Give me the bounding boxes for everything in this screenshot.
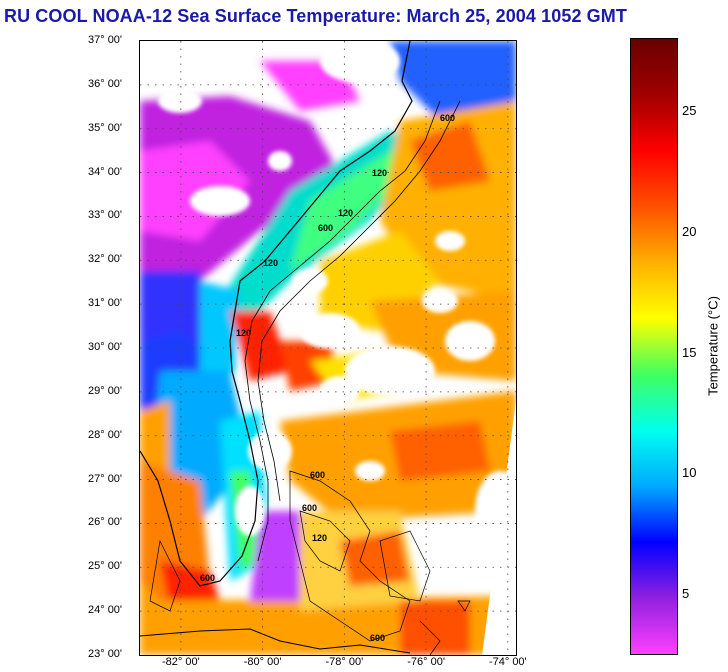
contour-label: 600 xyxy=(370,633,385,643)
latitude-label: 36° 00' xyxy=(88,77,123,90)
latitude-label: 32° 00' xyxy=(88,253,123,266)
colorbar-tick-label: 15 xyxy=(682,344,697,360)
colorbar xyxy=(630,38,678,655)
graticule xyxy=(140,41,516,655)
contour-label: 600 xyxy=(200,573,215,583)
isobath-contour xyxy=(244,100,441,562)
colorbar-tick-label: 20 xyxy=(682,223,697,239)
colorbar-tick-label: 5 xyxy=(682,585,690,601)
contour-label: 120 xyxy=(263,258,278,268)
latitude-label: 25° 00' xyxy=(88,560,123,573)
longitude-label: -80° 00' xyxy=(243,656,282,668)
latitude-label: 35° 00' xyxy=(88,121,123,134)
contour-label: 600 xyxy=(318,223,333,233)
temperature-field xyxy=(140,41,516,655)
contour-label: 120 xyxy=(236,328,251,338)
map-title: RU COOL NOAA-12 Sea Surface Temperature:… xyxy=(4,6,627,26)
sst-map[interactable]: 600 120 120 600 120 120 600 600 120 600 … xyxy=(139,40,517,656)
latitude-label: 28° 00' xyxy=(88,428,123,441)
colorbar-title: Temperature (°C) xyxy=(705,296,721,396)
contour-label: 120 xyxy=(338,208,353,218)
latitude-label: 23° 00' xyxy=(88,648,123,660)
longitude-label: -78° 00' xyxy=(325,656,364,668)
latitude-label: 37° 00' xyxy=(88,34,123,46)
contour-label: 120 xyxy=(372,168,387,178)
latitude-label: 34° 00' xyxy=(88,165,123,178)
contour-label: 600 xyxy=(302,503,317,513)
latitude-label: 24° 00' xyxy=(88,604,123,617)
longitude-label: -82° 00' xyxy=(162,656,200,668)
contour-label: 120 xyxy=(312,533,327,543)
colorbar-tick-label: 10 xyxy=(682,465,697,481)
contour-label: 600 xyxy=(310,470,325,480)
latitude-label: 31° 00' xyxy=(88,297,123,310)
longitude-label: -74° 00' xyxy=(488,656,527,668)
latitude-label: 27° 00' xyxy=(88,472,123,485)
sst-map-canvas: 600 120 120 600 120 120 600 600 120 600 … xyxy=(140,41,516,655)
longitude-label: -76° 00' xyxy=(407,656,445,668)
latitude-label: 29° 00' xyxy=(88,384,123,397)
colorbar-tick-label: 25 xyxy=(682,103,697,119)
latitude-label: 30° 00' xyxy=(88,341,123,353)
latitude-label: 33° 00' xyxy=(88,209,123,222)
colorbar-gradient xyxy=(631,39,677,654)
coastline xyxy=(140,41,413,587)
latitude-label: 26° 00' xyxy=(88,516,123,529)
contour-label: 600 xyxy=(440,113,455,123)
